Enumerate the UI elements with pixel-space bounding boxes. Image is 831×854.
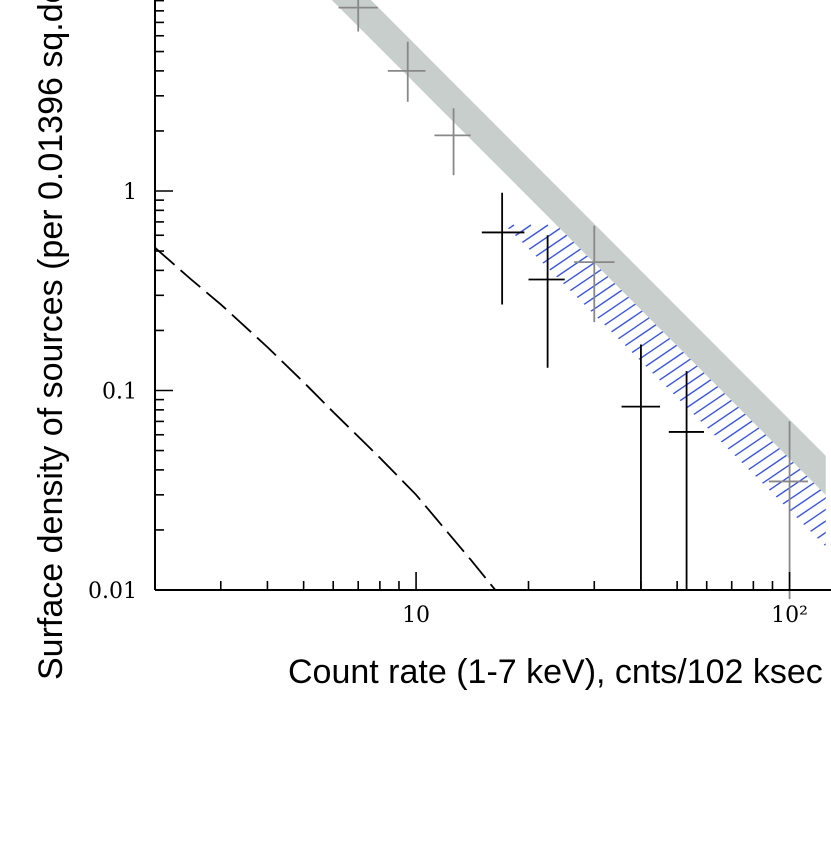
hatch-line (319, 224, 826, 547)
hatch-line (425, 224, 826, 547)
hatch-line (319, 224, 498, 547)
y-tick-label: 0.1 (102, 380, 137, 405)
hatch-line (374, 224, 826, 547)
hatch-line (319, 224, 583, 547)
hatch-line (319, 224, 702, 547)
axes (154, 0, 831, 591)
hatch-line (0, 225, 191, 700)
hatch-line (391, 224, 826, 547)
hatch-line (319, 224, 804, 547)
data-point (387, 41, 426, 102)
x-axis-title: Count rate (1-7 keV), cnts/102 ksec (288, 653, 823, 691)
data-point (338, 0, 378, 32)
hatch-line (319, 224, 481, 547)
hatch-line (0, 225, 21, 700)
hatch-line (0, 225, 140, 700)
band-hatched (0, 224, 826, 700)
hatch-line (319, 224, 826, 547)
hatch-line (319, 224, 826, 547)
hatch-line (340, 224, 826, 547)
hatch-line (319, 224, 826, 547)
hatch-line (319, 224, 532, 547)
hatch-line (319, 224, 600, 547)
hatch-line (319, 224, 566, 547)
hatch-line (319, 224, 651, 547)
y-tick-label: 0.01 (88, 579, 137, 604)
y-axis-title: Surface density of sources (per 0.01396 … (32, 0, 70, 680)
data-point (768, 421, 808, 600)
hatch-line (442, 224, 826, 547)
hatch-line (510, 224, 826, 547)
data-point (621, 344, 661, 590)
hatch-line (319, 224, 668, 547)
x-tick-label: 10 (402, 603, 430, 628)
hatch-line (323, 224, 826, 547)
hatch-line (319, 224, 617, 547)
y-tick-label: 1 (123, 180, 137, 205)
hatch-line (527, 224, 826, 547)
data-point (528, 235, 565, 368)
hatch-line (319, 224, 826, 547)
hatch-line (319, 224, 685, 547)
hatch-line (319, 224, 634, 547)
band-solid (331, 0, 826, 495)
hatch-line (0, 225, 174, 700)
hatch-line (319, 224, 821, 547)
hatch-line (319, 224, 515, 547)
data-point (574, 225, 615, 323)
hatch-line (319, 224, 826, 547)
hatch-line (319, 224, 549, 547)
hatch-line (319, 224, 826, 547)
hatch-line (0, 225, 157, 700)
hatch-line (408, 224, 826, 547)
data-point (481, 192, 525, 305)
hatch-line (544, 224, 826, 547)
hatch-line (0, 225, 4, 700)
y-tick-label: 10 (109, 0, 137, 6)
dashed-curve (155, 247, 496, 591)
hatch-line (561, 224, 826, 547)
hatch-line (319, 224, 826, 547)
data-points (338, 0, 808, 600)
x-tick-label: 10² (771, 603, 808, 628)
hatch-line (319, 224, 787, 547)
data-point (668, 371, 704, 590)
data-point (434, 108, 471, 176)
tick-labels: 0.01 0.1 1 10 10 10² (88, 0, 808, 628)
hatch-line (319, 224, 826, 547)
model-curve (155, 247, 496, 591)
hatch-line (319, 224, 719, 547)
